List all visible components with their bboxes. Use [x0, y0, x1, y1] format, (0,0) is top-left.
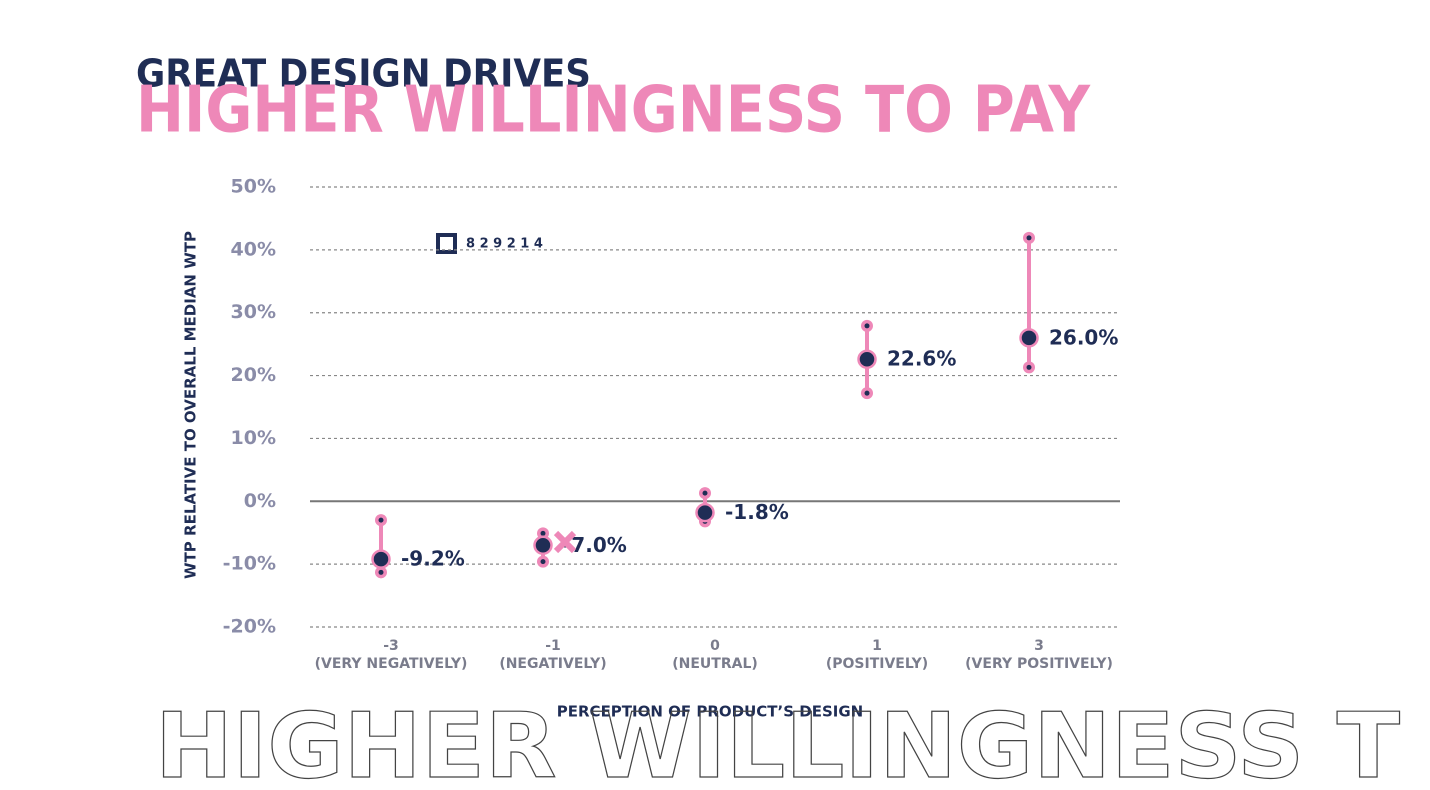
chart-title: GREAT DESIGN DRIVES [136, 52, 591, 96]
error-cap-dot [1026, 235, 1032, 241]
error-cap-dot [378, 569, 384, 575]
y-tick-label: 20% [231, 364, 276, 386]
value-label: 22.6% [887, 347, 956, 371]
x-tick-label: 0 [710, 638, 720, 654]
decor-cross [553, 530, 577, 554]
x-tick-description: (POSITIVELY) [826, 656, 928, 672]
chart-subtitle: HIGHER WILLINGNESS TO PAY [136, 74, 1091, 148]
y-tick-label: -20% [223, 616, 276, 638]
x-tick-description: (NEUTRAL) [672, 656, 758, 672]
x-tick-description: (VERY POSITIVELY) [965, 656, 1113, 672]
x-tick-label: -1 [545, 638, 561, 654]
y-tick-label: 50% [231, 176, 276, 198]
point [371, 549, 391, 569]
error-cap-dot [540, 530, 546, 536]
error-cap-dot [864, 390, 870, 396]
x-tick-description: (VERY NEGATIVELY) [315, 656, 468, 672]
error-cap-dot [540, 559, 546, 565]
y-tick-label: -10% [223, 553, 276, 575]
y-tick-label: 10% [231, 427, 276, 449]
y-tick-label: 30% [231, 301, 276, 323]
x-tick-label: 1 [872, 638, 882, 654]
y-axis-label: WTP RELATIVE TO OVERALL MEDIAN WTP [182, 231, 200, 579]
x-tick-label: 3 [1034, 638, 1044, 654]
error-cap-dot [378, 517, 384, 523]
value-label: -1.8% [725, 500, 789, 524]
y-tick-label: 40% [231, 238, 276, 260]
value-label: 26.0% [1049, 325, 1118, 349]
error-cap-dot [864, 323, 870, 329]
point [857, 349, 877, 369]
value-label: -9.2% [401, 547, 465, 571]
plot-area: -20% -10% 0% 10% 20% 30% 40% 50% -3 (VERY NEGATIV… [223, 176, 1120, 672]
x-axis-label: PERCEPTION OF PRODUCT’S DESIGN [557, 703, 863, 721]
overlay-icon [436, 233, 457, 254]
x-tick-description: (NEGATIVELY) [499, 656, 606, 672]
error-cap-dot [1026, 364, 1032, 370]
point [1019, 328, 1039, 348]
x-tick-label: -3 [383, 638, 399, 654]
overlay-code: 8 2 9 2 1 4 [466, 237, 543, 252]
error-cap-dot [702, 490, 708, 496]
point [695, 502, 715, 523]
point [533, 535, 553, 556]
background-text: HIGHER WILLINGNESS T [155, 694, 1400, 790]
y-tick-label: 0% [244, 490, 276, 512]
